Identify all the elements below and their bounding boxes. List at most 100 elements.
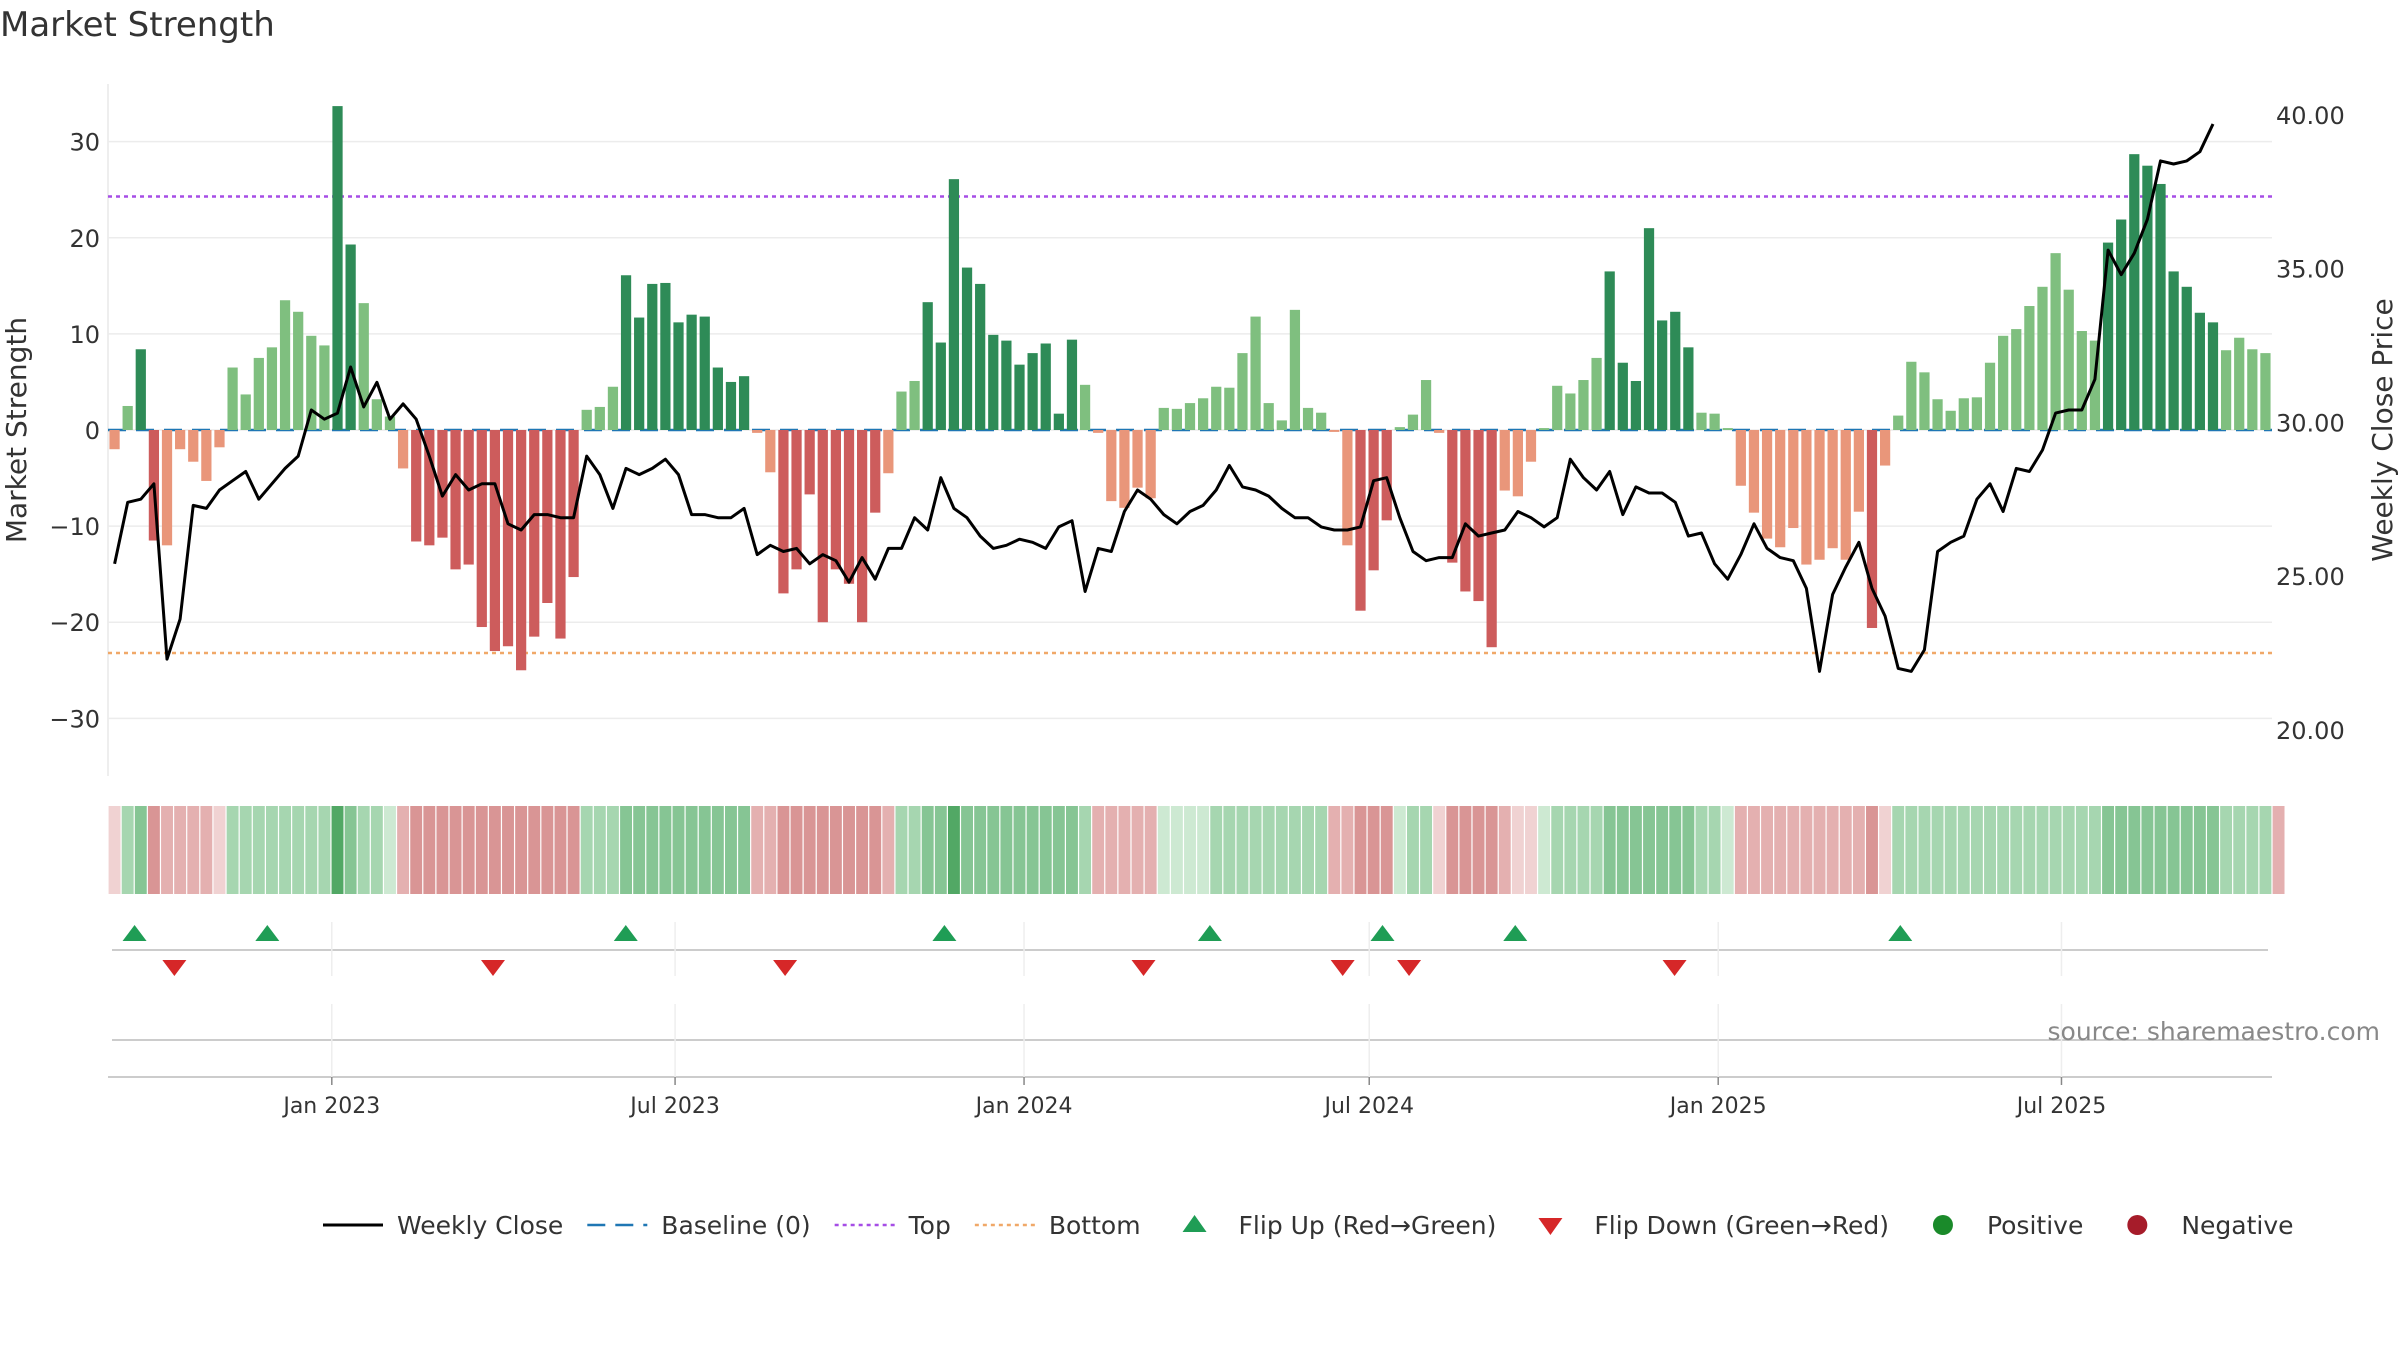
- strength-bar: [1853, 430, 1864, 512]
- heat-cell: [1393, 806, 1406, 894]
- strength-bar: [1788, 430, 1799, 529]
- strength-bar: [1014, 364, 1025, 430]
- strength-bar: [2102, 242, 2114, 430]
- strength-bar: [1761, 430, 1773, 539]
- heat-cell: [1839, 806, 1852, 894]
- strength-bar: [1591, 357, 1602, 430]
- heat-cell: [1341, 806, 1354, 894]
- strength-bar: [1394, 427, 1405, 430]
- y-tick-label-left: 10: [69, 321, 100, 349]
- strength-bar: [1879, 430, 1891, 466]
- heat-cell: [2141, 806, 2154, 894]
- heat-cell: [2233, 806, 2246, 894]
- strength-bar: [1866, 430, 1878, 628]
- heat-cell: [961, 806, 973, 894]
- strength-bar: [1434, 430, 1445, 433]
- strength-bar: [450, 430, 461, 570]
- heat-cell: [659, 806, 672, 894]
- strength-bar: [1617, 362, 1628, 430]
- strength-bar: [1276, 420, 1287, 430]
- heat-cell: [462, 806, 475, 894]
- heat-cell: [1866, 806, 1878, 894]
- strength-bar: [1132, 430, 1143, 488]
- strength-bar: [1001, 340, 1012, 430]
- strength-bar: [306, 335, 317, 430]
- strength-bar: [1145, 430, 1156, 499]
- heat-cell: [475, 806, 488, 894]
- heat-cell: [1892, 806, 1905, 894]
- heat-cell: [1774, 806, 1787, 894]
- strength-bar: [555, 430, 566, 639]
- strength-bar: [1538, 428, 1550, 430]
- y-tick-label-left: −20: [49, 609, 100, 637]
- strength-bar: [1827, 430, 1838, 549]
- strength-bar: [371, 399, 382, 430]
- y-ticks-left: 30 20 10 0 −10 −20 −30: [49, 129, 100, 734]
- heat-cell: [1210, 806, 1223, 894]
- y-axis-label-left: Market Strength: [0, 317, 33, 543]
- y-tick-label-right: 35.00: [2276, 256, 2345, 284]
- flip-down-marker: [1662, 960, 1687, 976]
- legend-label: Top: [908, 1211, 951, 1240]
- strength-bar: [1460, 430, 1471, 592]
- heat-cell: [882, 806, 895, 894]
- heat-cell: [1170, 806, 1183, 894]
- strength-bar: [175, 430, 186, 450]
- heat-cell: [1813, 806, 1826, 894]
- strength-bar: [293, 311, 304, 430]
- heat-cell: [1092, 806, 1105, 894]
- heat-cell: [1629, 806, 1642, 894]
- strength-bar: [1971, 397, 1983, 430]
- heat-cell: [1144, 806, 1157, 894]
- strength-heat-strip: [108, 806, 2285, 894]
- heat-cell: [1643, 806, 1655, 894]
- strength-bar: [1499, 430, 1510, 491]
- heat-cell: [1302, 806, 1314, 894]
- x-axis: Jan 2023 Jul 2023 Jan 2024 Jul 2024 Jan 2025…: [108, 922, 2272, 1119]
- heat-cell: [1249, 806, 1262, 894]
- heat-cell: [384, 806, 396, 894]
- strength-bar: [345, 244, 356, 430]
- legend-swatch-flip-down: [1538, 1218, 1563, 1235]
- strength-bar: [804, 430, 815, 495]
- heat-cell: [764, 806, 777, 894]
- weekly-close-line: [113, 123, 2215, 673]
- heat-cell: [344, 806, 357, 894]
- heat-cell: [1367, 806, 1380, 894]
- strength-bar: [1801, 430, 1812, 565]
- heat-cell: [751, 806, 764, 894]
- strength-bar: [1119, 430, 1130, 508]
- strength-bar: [253, 357, 264, 430]
- heat-cell: [2010, 806, 2023, 894]
- strength-bar: [463, 430, 474, 565]
- y-tick-label-left: 0: [85, 417, 100, 445]
- heat-cell: [252, 806, 265, 894]
- strength-bar: [1775, 430, 1786, 548]
- strength-bar: [1565, 393, 1576, 430]
- strength-bar: [1198, 398, 1209, 430]
- x-tick-label: Jul 2023: [628, 1094, 720, 1119]
- strength-bar: [857, 430, 868, 623]
- heat-cell: [1721, 806, 1734, 894]
- y-tick-label-right: 40.00: [2276, 102, 2345, 130]
- heat-cell: [1026, 806, 1039, 894]
- strength-bar: [975, 283, 986, 430]
- heat-cell: [1761, 806, 1774, 894]
- strength-bar: [135, 349, 146, 430]
- heat-cell: [108, 806, 121, 894]
- heat-cell: [331, 806, 344, 894]
- x-tick-label: Jan 2025: [1668, 1094, 1767, 1119]
- heat-cell: [698, 806, 711, 894]
- heat-cell: [869, 806, 882, 894]
- strength-bar: [817, 430, 828, 623]
- strength-bar: [1106, 430, 1117, 502]
- strength-bar: [227, 367, 238, 430]
- strength-bar: [870, 430, 881, 513]
- legend-swatch-circle: [2127, 1215, 2148, 1235]
- strength-bar: [266, 347, 278, 430]
- heat-cell: [2036, 806, 2049, 894]
- flip-up-marker: [1888, 925, 1913, 941]
- heat-cell: [1288, 806, 1301, 894]
- heat-cell: [541, 806, 554, 894]
- heat-cell: [1262, 806, 1275, 894]
